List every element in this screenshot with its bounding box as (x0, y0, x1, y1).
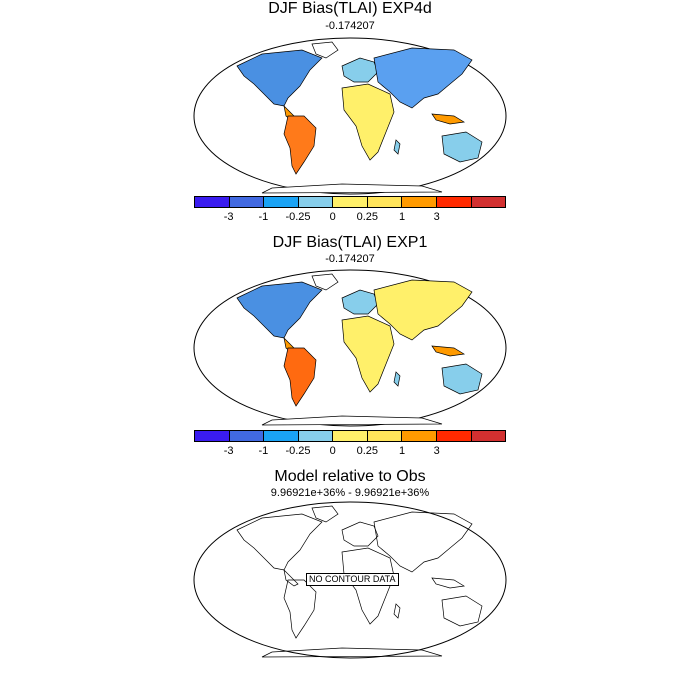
colorbar-tick-label: -3 (223, 445, 234, 457)
colorbar-tick-label: -0.25 (285, 211, 311, 223)
panel-2-subtitle: -0.174207 (325, 253, 375, 265)
colorbar-tick-label: -1 (258, 445, 269, 457)
continent-africa (341, 83, 395, 161)
continent-centralAmerica (283, 568, 299, 587)
panel-1-title: DJF Bias(TLAI) EXP4d (268, 0, 432, 17)
colorbar-tick-label: 0.25 (356, 211, 379, 223)
colorbar-swatch (195, 431, 230, 441)
continent-australia (441, 595, 483, 627)
panel-3-title: Model relative to Obs (274, 468, 426, 485)
colorbar-tick-label: 0 (329, 211, 336, 223)
colorbar-tick-label: 3 (433, 445, 440, 457)
colorbar-tick-label: -3 (223, 211, 234, 223)
colorbar-swatch (367, 431, 403, 441)
colorbar-swatch (402, 431, 437, 441)
colorbar-swatch (471, 197, 506, 207)
panel-2-title: DJF Bias(TLAI) EXP1 (272, 234, 428, 251)
colorbar-swatch (333, 431, 368, 441)
continent-indonesia (431, 345, 466, 357)
continent-antarctica (261, 647, 443, 658)
colorbar-swatch (367, 197, 403, 207)
panel-2-colorbar (194, 430, 506, 442)
panel-1-colorbar (194, 196, 506, 208)
continent-southAmerica (283, 347, 317, 407)
continent-africa (341, 315, 395, 393)
colorbar-swatch (264, 197, 299, 207)
panel-1-map (193, 37, 507, 195)
continent-antarctica (261, 183, 443, 194)
continent-asia (373, 511, 473, 573)
continent-southAmerica (283, 115, 317, 175)
colorbar-swatch (264, 431, 299, 441)
colorbar-swatch (298, 197, 334, 207)
continent-northAmerica (236, 513, 323, 571)
continent-indonesia (431, 113, 466, 125)
continent-greenland (311, 505, 339, 523)
continent-greenland (311, 273, 339, 291)
continent-southAmerica (283, 579, 317, 639)
continent-europe (341, 289, 379, 315)
no-contour-data-label: NO CONTOUR DATA (306, 573, 399, 586)
colorbar-tick-label: 0 (329, 445, 336, 457)
continent-northAmerica (236, 281, 323, 339)
panel-1-subtitle: -0.174207 (325, 20, 375, 32)
continent-madagascar (393, 603, 401, 619)
panel-1-colorbar-labels: -3 -1 -0.25 0 0.25 1 3 (194, 211, 506, 225)
panel-3-subtitle: 9.96921e+36% - 9.96921e+36% (270, 487, 430, 499)
panel-2-map (193, 269, 507, 427)
colorbar-swatch (298, 431, 334, 441)
colorbar-tick-label: 3 (433, 211, 440, 223)
colorbar-swatch (436, 197, 472, 207)
colorbar-swatch (333, 197, 368, 207)
continent-greenland (311, 41, 339, 59)
colorbar-swatch (471, 431, 506, 441)
continent-europe (341, 521, 379, 547)
continent-asia (373, 279, 473, 341)
colorbar-swatch (436, 431, 472, 441)
continent-asia (373, 47, 473, 109)
continent-indonesia (431, 577, 466, 589)
colorbar-tick-label: 0.25 (356, 445, 379, 457)
continent-antarctica (261, 415, 443, 426)
colorbar-tick-label: -1 (258, 211, 269, 223)
colorbar-swatch (402, 197, 437, 207)
continent-australia (441, 363, 483, 395)
continent-northAmerica (236, 49, 323, 107)
continent-europe (341, 57, 379, 83)
continent-madagascar (393, 371, 401, 387)
continent-australia (441, 131, 483, 163)
colorbar-swatch (195, 197, 230, 207)
continent-madagascar (393, 139, 401, 155)
panel-2-colorbar-labels: -3 -1 -0.25 0 0.25 1 3 (194, 445, 506, 459)
colorbar-swatch (229, 431, 265, 441)
colorbar-swatch (229, 197, 265, 207)
colorbar-tick-label: -0.25 (285, 445, 311, 457)
colorbar-tick-label: 1 (398, 445, 406, 457)
colorbar-tick-label: 1 (398, 211, 406, 223)
